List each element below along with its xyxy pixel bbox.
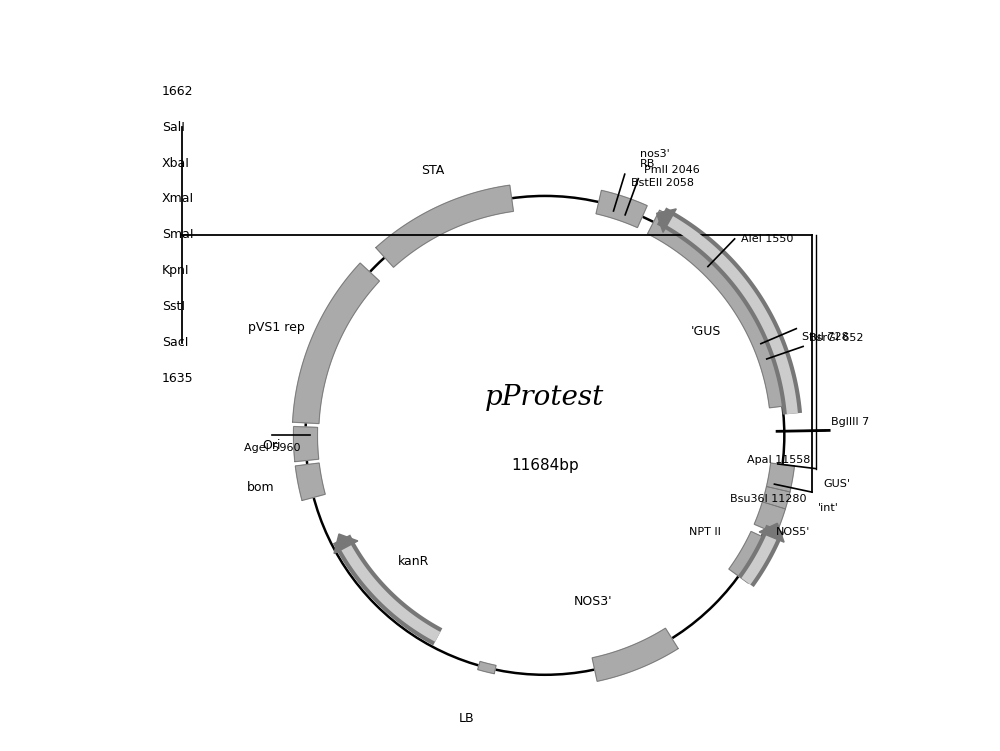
Polygon shape: [295, 463, 325, 500]
Text: kanR: kanR: [398, 555, 430, 569]
Polygon shape: [478, 662, 496, 674]
Text: BglIII 7: BglIII 7: [831, 417, 870, 427]
Polygon shape: [767, 463, 794, 492]
Text: SacI: SacI: [162, 336, 188, 349]
Text: XbaI: XbaI: [162, 156, 190, 170]
Polygon shape: [596, 191, 647, 228]
Text: AleI 1550: AleI 1550: [741, 234, 793, 244]
Text: Ori: Ori: [263, 439, 281, 451]
Text: SstI: SstI: [162, 300, 185, 313]
Text: XmaI: XmaI: [162, 192, 194, 206]
Text: BsrGI 652: BsrGI 652: [809, 333, 864, 342]
Polygon shape: [293, 263, 379, 424]
Text: pVS1 rep: pVS1 rep: [248, 321, 304, 334]
Text: AgeI 5960: AgeI 5960: [244, 443, 300, 453]
Text: NOS3': NOS3': [574, 596, 612, 608]
Text: STA: STA: [421, 164, 445, 177]
Polygon shape: [376, 185, 513, 267]
Text: nos3': nos3': [640, 149, 670, 159]
Polygon shape: [657, 209, 676, 232]
Text: GUS': GUS': [823, 479, 850, 490]
Text: StuI 728: StuI 728: [802, 333, 849, 342]
Text: KpnI: KpnI: [162, 264, 189, 277]
Text: Bsu36I 11280: Bsu36I 11280: [730, 494, 806, 505]
Polygon shape: [762, 487, 790, 509]
Text: 'int': 'int': [818, 503, 839, 514]
Text: ApaI 11558: ApaI 11558: [747, 455, 810, 465]
Polygon shape: [648, 210, 796, 408]
Text: pProtest: pProtest: [485, 385, 605, 412]
Text: 1635: 1635: [162, 372, 193, 385]
Polygon shape: [293, 427, 319, 462]
Text: NPT II: NPT II: [689, 526, 721, 536]
Text: 1662: 1662: [162, 85, 193, 98]
Text: LB: LB: [459, 712, 474, 725]
Text: SmaI: SmaI: [162, 228, 193, 241]
Text: 11684bp: 11684bp: [511, 458, 579, 473]
Text: 'GUS: 'GUS: [690, 324, 721, 337]
Polygon shape: [754, 502, 785, 534]
Text: NOS5': NOS5': [776, 527, 810, 537]
Polygon shape: [592, 629, 678, 681]
Text: SalI: SalI: [162, 121, 185, 134]
Text: RB: RB: [640, 159, 655, 169]
Text: PmlI 2046: PmlI 2046: [644, 165, 700, 175]
Text: BstEII 2058: BstEII 2058: [631, 178, 694, 188]
Polygon shape: [729, 532, 773, 583]
Text: bom: bom: [247, 481, 275, 494]
Polygon shape: [334, 534, 358, 553]
Polygon shape: [759, 523, 784, 542]
